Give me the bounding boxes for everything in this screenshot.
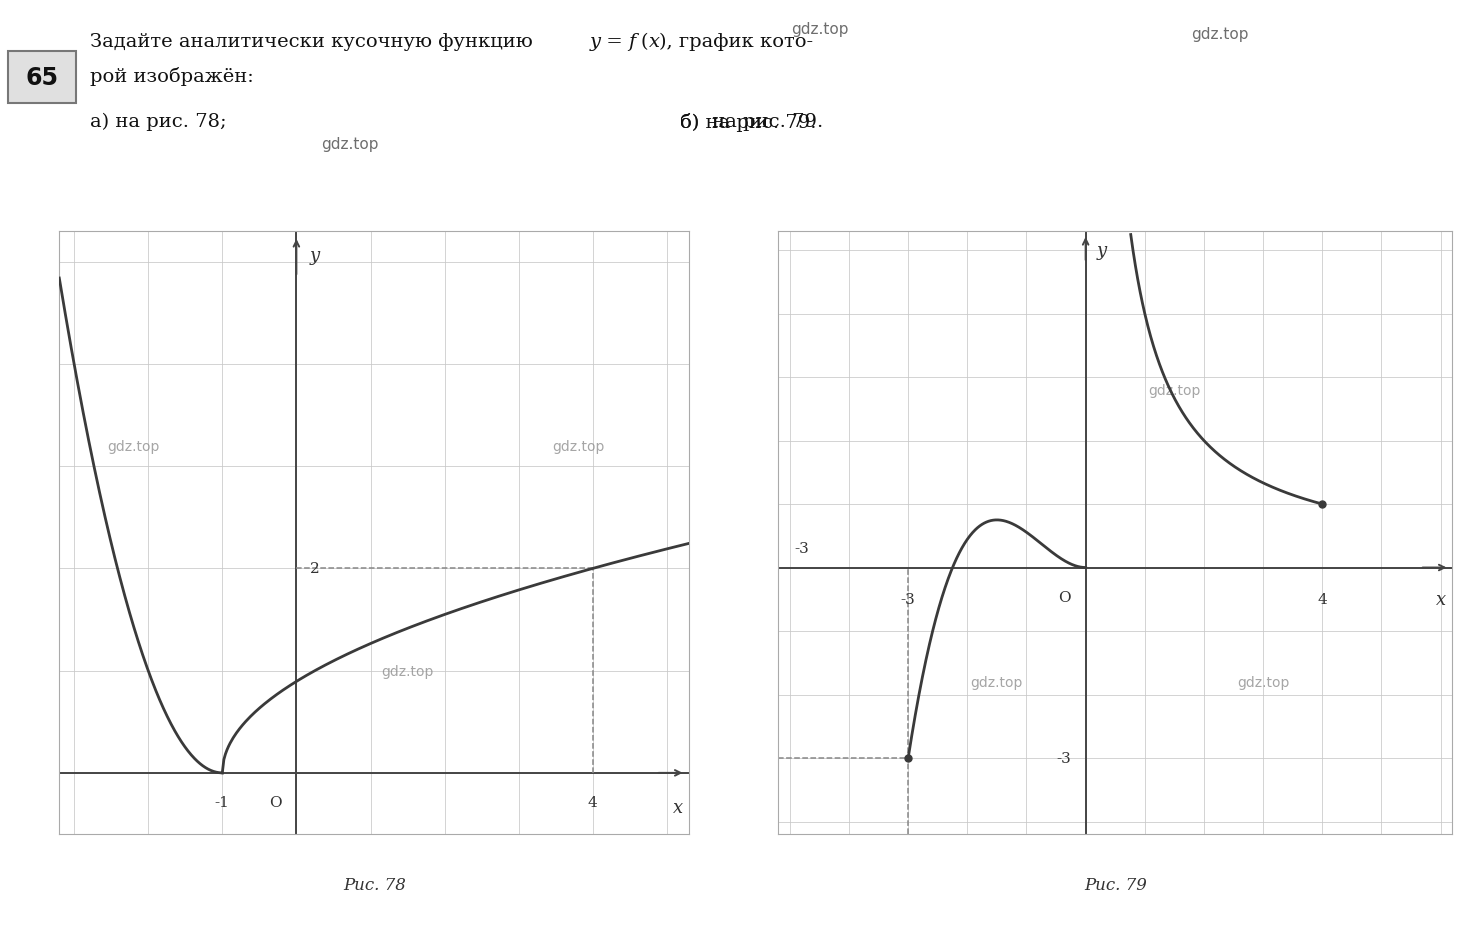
Text: x: x [673, 798, 683, 817]
Text: -3: -3 [901, 592, 916, 606]
Text: gdz.top: gdz.top [971, 675, 1023, 689]
Text: на рис. 79.: на рис. 79. [705, 113, 823, 131]
Text: gdz.top: gdz.top [551, 439, 605, 453]
Text: =: = [600, 33, 628, 51]
Text: y: y [590, 33, 602, 51]
Text: ), график кото-: ), график кото- [659, 33, 814, 51]
Text: а) на рис. 78;: а) на рис. 78; [90, 113, 227, 132]
Text: Рис. 78: Рис. 78 [342, 877, 406, 894]
Text: Рис. 79: Рис. 79 [1083, 877, 1147, 894]
Text: -3: -3 [1057, 751, 1071, 765]
Text: x: x [1436, 590, 1445, 608]
Text: -3: -3 [794, 541, 809, 555]
Text: x: x [649, 33, 659, 51]
Text: y: y [310, 248, 320, 265]
Text: б): б) [680, 113, 700, 131]
Text: gdz.top: gdz.top [1149, 384, 1200, 398]
Text: 2: 2 [310, 562, 320, 576]
Text: gdz.top: gdz.top [1237, 675, 1289, 689]
Text: 4: 4 [588, 795, 597, 809]
Text: gdz.top: gdz.top [107, 439, 160, 453]
Text: O: O [268, 795, 282, 809]
Text: y: y [1097, 241, 1107, 260]
Text: -1: -1 [215, 795, 230, 809]
Text: 4: 4 [1317, 592, 1326, 606]
Text: f: f [628, 33, 636, 51]
Text: gdz.top: gdz.top [791, 21, 849, 37]
Text: рой изображён:: рой изображён: [90, 67, 253, 85]
Text: (: ( [640, 33, 648, 51]
Text: б) на рис. 79.: б) на рис. 79. [680, 112, 817, 132]
Text: gdz.top: gdz.top [381, 664, 434, 678]
Text: 65: 65 [25, 66, 58, 90]
Text: O: O [1058, 590, 1071, 604]
Text: gdz.top: gdz.top [322, 136, 379, 151]
Text: Задайте аналитически кусочную функцию: Задайте аналитически кусочную функцию [90, 33, 539, 51]
Bar [7, 52, 76, 104]
Text: gdz.top: gdz.top [1192, 27, 1249, 42]
